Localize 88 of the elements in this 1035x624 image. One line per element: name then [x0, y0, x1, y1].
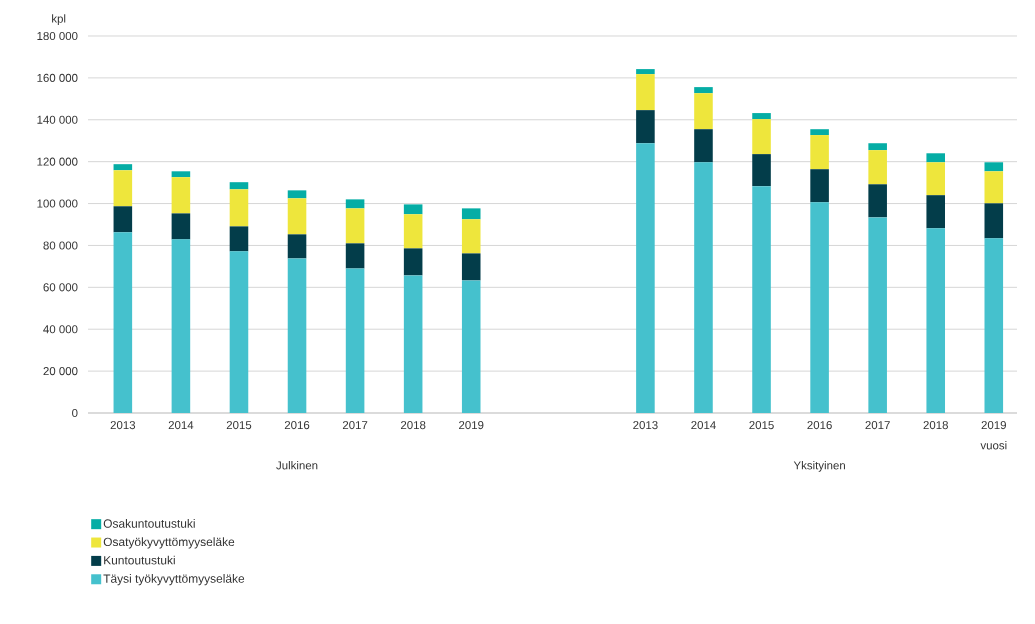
bar — [461, 219, 481, 254]
legend-label: Kuntoutustuki — [104, 555, 175, 565]
bar — [636, 110, 655, 144]
bar — [810, 129, 829, 136]
bar — [403, 204, 423, 215]
bar — [810, 135, 829, 170]
bar — [171, 177, 191, 214]
bar — [345, 208, 365, 244]
bar — [868, 217, 887, 413]
x-tick-label: 2016 — [284, 421, 310, 430]
y-tick-label: 180 000 — [37, 31, 78, 41]
y-tick-label: 100 000 — [37, 199, 78, 208]
bar — [810, 169, 829, 203]
bar — [287, 234, 307, 259]
bar — [113, 206, 133, 233]
text: Yksityinen — [793, 461, 845, 472]
x-tick-label: 2018 — [923, 421, 948, 430]
bar — [984, 203, 1004, 239]
x-axis-title: vuosi — [980, 441, 1007, 450]
text: Julkinen — [276, 461, 318, 470]
bar — [752, 113, 771, 120]
bar — [461, 208, 481, 220]
bar — [868, 143, 887, 151]
bar — [229, 182, 249, 190]
x-tick-label: 2017 — [865, 421, 890, 430]
bar — [171, 239, 191, 413]
bar — [403, 248, 423, 276]
bar — [984, 238, 1004, 413]
x-tick-label: 2013 — [633, 421, 658, 430]
bar — [694, 129, 713, 163]
bar — [171, 213, 191, 240]
bar — [403, 214, 423, 249]
bar — [694, 93, 713, 130]
bar — [345, 199, 365, 209]
legend-label: Osakuntoutustuki — [103, 518, 195, 528]
x-tick-label: 2014 — [691, 421, 716, 430]
bar — [403, 275, 423, 413]
bar — [461, 280, 481, 413]
x-tick-label: 2018 — [400, 421, 426, 430]
x-tick-label: 2019 — [981, 421, 1006, 430]
bar — [926, 162, 946, 196]
bar — [287, 190, 307, 199]
y-tick-label: 60 000 — [43, 283, 78, 292]
bar — [345, 243, 365, 269]
bar — [868, 150, 887, 185]
bar — [926, 228, 946, 413]
bar — [287, 258, 307, 413]
bar — [984, 162, 1004, 172]
bar — [113, 170, 133, 207]
bar — [229, 189, 249, 227]
bar — [171, 171, 191, 178]
bar — [984, 171, 1004, 204]
bar — [287, 198, 307, 235]
y-axis-title: kpl — [52, 14, 66, 25]
bar — [636, 74, 655, 111]
x-tick-label: 2014 — [168, 421, 194, 430]
x-tick-label: 2015 — [226, 421, 252, 430]
bar — [926, 153, 946, 163]
bar — [113, 232, 133, 413]
y-tick-label: 0 — [72, 408, 78, 418]
bar — [752, 154, 771, 187]
y-tick-label: 120 000 — [37, 157, 78, 166]
bar — [752, 119, 771, 155]
y-tick-label: 80 000 — [43, 241, 78, 250]
bar — [868, 184, 887, 218]
x-tick-label: 2017 — [342, 421, 368, 430]
y-tick-label: 40 000 — [43, 325, 78, 334]
y-tick-label: 20 000 — [43, 367, 78, 376]
y-tick-label: 160 000 — [37, 73, 78, 82]
bar — [636, 143, 655, 413]
x-tick-label: 2013 — [110, 421, 136, 430]
bar — [229, 251, 249, 413]
bar — [113, 164, 133, 171]
x-tick-label: 2015 — [749, 421, 774, 430]
x-tick-label: 2019 — [459, 421, 484, 430]
bar — [694, 87, 713, 94]
bar — [461, 253, 481, 281]
y-tick-label: 140 000 — [37, 115, 78, 124]
bar — [694, 162, 713, 413]
x-tick-label: 2016 — [807, 421, 832, 430]
bar — [229, 226, 249, 252]
bar — [810, 202, 829, 413]
bar — [926, 195, 946, 229]
bar — [345, 268, 365, 413]
legend-label: Täysi työkyvyttömyyseläke — [103, 574, 245, 586]
bar — [752, 186, 771, 413]
bar — [636, 69, 655, 75]
legend-label: Osatyökyvyttömyyseläke — [103, 537, 235, 549]
